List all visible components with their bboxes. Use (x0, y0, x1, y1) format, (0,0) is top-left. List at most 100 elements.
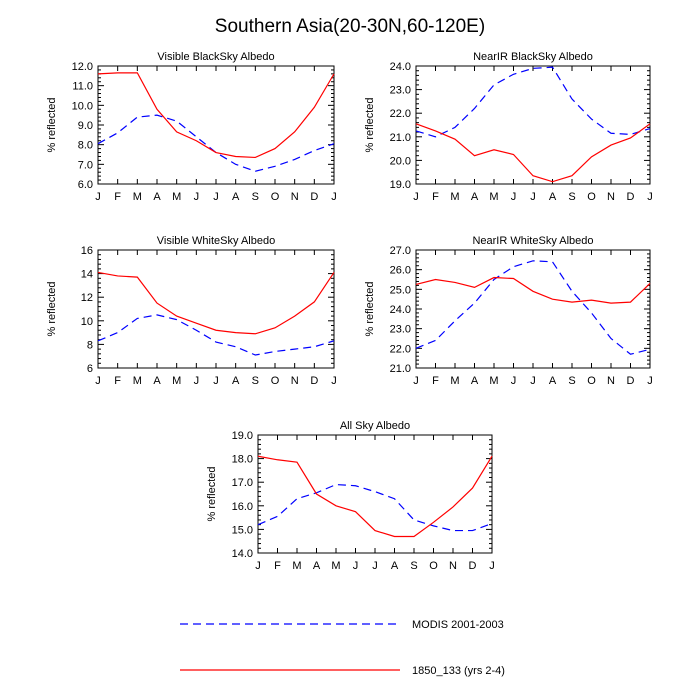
x-tick-label: J (331, 191, 337, 203)
x-tick-label: M (331, 560, 340, 572)
x-tick-label: J (255, 560, 261, 572)
y-tick-label: 18.0 (232, 454, 253, 466)
panel-title: All Sky Albedo (340, 420, 410, 432)
series-line-modis-2001-2003 (257, 483, 493, 532)
y-tick-label: 20.0 (390, 155, 411, 167)
y-axis-label: % reflected (46, 281, 58, 336)
plot-frame (415, 249, 651, 369)
x-tick-label: J (530, 375, 536, 387)
y-axis-label: % reflected (46, 97, 58, 152)
x-tick-label: D (627, 191, 635, 203)
x-tick-label: O (587, 191, 596, 203)
y-tick-label: 23.0 (390, 324, 411, 336)
y-tick-label: 14.0 (232, 548, 253, 560)
y-tick-label: 12 (81, 292, 93, 304)
x-tick-label: A (153, 375, 161, 387)
x-tick-label: N (607, 375, 615, 387)
plot-frame (97, 65, 335, 185)
y-tick-label: 15.0 (232, 524, 253, 536)
x-tick-label: J (194, 375, 200, 387)
y-tick-label: 24.0 (390, 61, 411, 73)
y-tick-label: 19.0 (390, 179, 411, 191)
series-line-modis-2001-2003 (97, 114, 335, 172)
series-line-1850-133-yrs-2-4 (415, 123, 651, 183)
x-tick-label: J (413, 191, 419, 203)
x-tick-label: A (313, 560, 321, 572)
series-line-1850-133-yrs-2-4 (97, 72, 335, 159)
y-axis-label: % reflected (206, 466, 218, 521)
x-tick-label: M (450, 191, 459, 203)
y-tick-label: 19.0 (232, 430, 253, 442)
series-line-1850-133-yrs-2-4 (97, 271, 335, 335)
x-tick-label: J (511, 375, 517, 387)
x-tick-label: A (549, 191, 557, 203)
y-tick-label: 6.0 (78, 179, 93, 191)
y-tick-label: 16 (81, 245, 93, 257)
x-tick-label: N (291, 191, 299, 203)
y-tick-label: 27.0 (390, 245, 411, 257)
x-tick-label: S (252, 191, 259, 203)
x-tick-label: J (413, 375, 419, 387)
y-tick-label: 16.0 (232, 501, 253, 513)
x-tick-label: D (310, 375, 318, 387)
series-line-modis-2001-2003 (415, 260, 651, 355)
x-tick-label: J (353, 560, 359, 572)
x-tick-label: J (95, 375, 101, 387)
x-tick-label: S (568, 375, 575, 387)
y-tick-label: 22.0 (390, 343, 411, 355)
panel-title: NearIR BlackSky Albedo (473, 51, 593, 63)
y-tick-label: 25.0 (390, 284, 411, 296)
y-tick-label: 21.0 (390, 363, 411, 375)
y-tick-label: 23.0 (390, 85, 411, 97)
x-tick-label: F (432, 375, 439, 387)
x-tick-label: A (471, 191, 479, 203)
x-tick-label: J (647, 375, 653, 387)
y-tick-label: 12.0 (72, 61, 93, 73)
x-tick-label: M (450, 375, 459, 387)
x-tick-label: M (172, 191, 181, 203)
plot-frame (97, 249, 335, 369)
x-tick-label: O (271, 191, 280, 203)
x-tick-label: F (114, 375, 121, 387)
series-line-1850-133-yrs-2-4 (415, 276, 651, 304)
legend: MODIS 2001-2003 1850_133 (yrs 2-4) (180, 619, 505, 677)
panel-title: Visible BlackSky Albedo (157, 51, 274, 63)
x-tick-label: J (372, 560, 378, 572)
y-tick-label: 11.0 (72, 81, 93, 93)
x-tick-label: O (429, 560, 438, 572)
y-tick-label: 7.0 (78, 159, 93, 171)
x-tick-label: O (587, 375, 596, 387)
y-tick-label: 22.0 (390, 108, 411, 120)
x-tick-label: F (114, 191, 121, 203)
x-tick-label: M (292, 560, 301, 572)
x-tick-label: J (511, 191, 517, 203)
y-tick-label: 21.0 (390, 132, 411, 144)
x-tick-label: D (310, 191, 318, 203)
y-tick-label: 8.0 (78, 140, 93, 152)
x-tick-label: F (274, 560, 281, 572)
x-tick-label: O (271, 375, 280, 387)
x-tick-label: J (331, 375, 337, 387)
x-tick-label: S (568, 191, 575, 203)
x-tick-label: A (391, 560, 399, 572)
x-tick-label: N (607, 191, 615, 203)
x-tick-label: A (153, 191, 161, 203)
y-tick-label: 17.0 (232, 477, 253, 489)
series-line-modis-2001-2003 (97, 314, 335, 356)
x-tick-label: J (647, 191, 653, 203)
x-tick-label: S (252, 375, 259, 387)
panel-title: Visible WhiteSky Albedo (157, 235, 275, 247)
x-tick-label: M (489, 191, 498, 203)
x-tick-label: M (172, 375, 181, 387)
panel-title: NearIR WhiteSky Albedo (472, 235, 593, 247)
y-tick-label: 8 (87, 339, 93, 351)
y-tick-label: 26.0 (390, 265, 411, 277)
figure-title: Southern Asia(20-30N,60-120E) (215, 16, 485, 37)
y-tick-label: 6 (87, 363, 93, 375)
x-tick-label: D (627, 375, 635, 387)
y-axis-label: % reflected (364, 281, 376, 336)
